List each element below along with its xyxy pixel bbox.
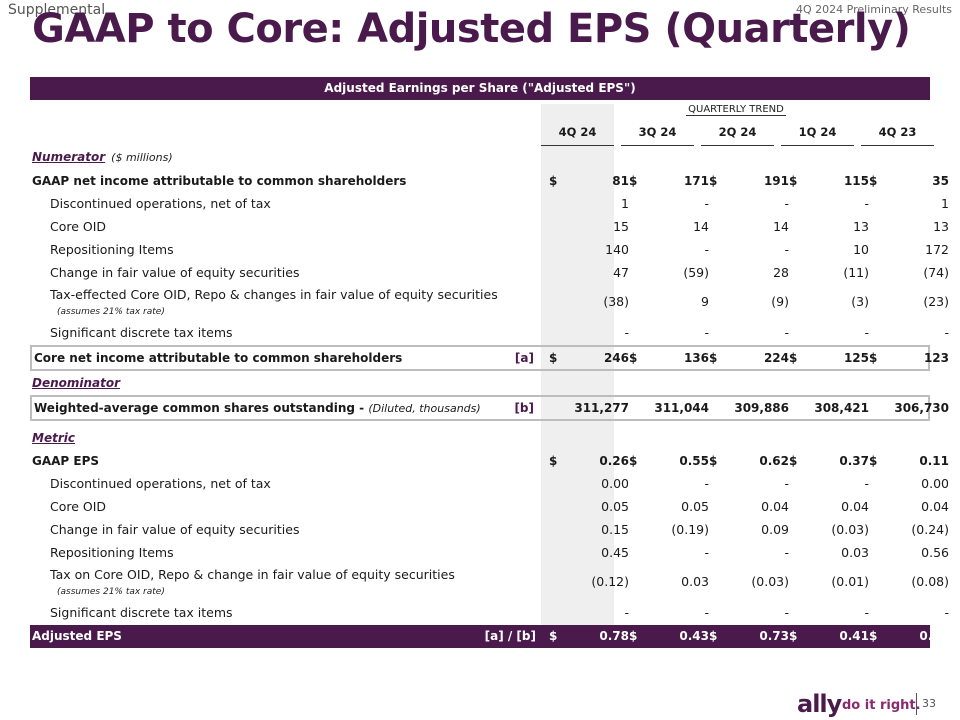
ally-logo: ally (797, 690, 842, 718)
row-label: Core OID (50, 499, 107, 514)
column-header: 1Q 24 (781, 124, 854, 146)
current-quarter-shade (541, 104, 614, 644)
table-row: GAAP net income attributable to common s… (30, 170, 949, 192)
report-name: 4Q 2024 Preliminary Results (796, 3, 952, 16)
row-label: Core net income attributable to common s… (34, 351, 403, 365)
table-row: Repositioning Items 0.45 - - 0.03 0.56 (30, 542, 949, 564)
row-tag: [a] (514, 351, 534, 365)
page-title: GAAP to Core: Adjusted EPS (Quarterly) (32, 6, 911, 52)
table-row: Tax on Core OID, Repo & change in fair v… (30, 564, 930, 586)
table-row: Discontinued operations, net of tax 1 - … (30, 193, 949, 215)
denominator-heading: Denominator (32, 376, 121, 390)
table-row: Discontinued operations, net of tax 0.00… (30, 473, 949, 495)
table-banner: Adjusted Earnings per Share ("Adjusted E… (30, 77, 930, 100)
row-label: Weighted-average common shares outstandi… (34, 401, 481, 415)
table-row: Tax-effected Core OID, Repo & changes in… (30, 284, 930, 306)
column-header: 4Q 23 (861, 124, 934, 146)
row-label: Significant discrete tax items (50, 605, 233, 620)
row-label: Tax on Core OID, Repo & change in fair v… (50, 567, 455, 582)
row-label: Repositioning Items (50, 242, 174, 257)
column-header: 4Q 24 (541, 124, 614, 146)
row-label: Tax-effected Core OID, Repo & changes in… (50, 287, 498, 302)
row-label: Change in fair value of equity securitie… (50, 265, 300, 280)
table-row: Change in fair value of equity securitie… (30, 519, 949, 541)
trend-label: QUARTERLY TREND (686, 104, 786, 116)
row-tag: [a] / [b] (484, 629, 536, 643)
table-row: Core OID 15 14 14 13 13 (30, 216, 949, 238)
row-label: GAAP EPS (32, 454, 100, 468)
section-kicker: Supplemental (8, 2, 106, 18)
row-tag: [b] (514, 401, 534, 415)
row-label: Adjusted EPS (32, 629, 122, 643)
row-label: Discontinued operations, net of tax (50, 196, 271, 211)
table-row: Repositioning Items 140 - - 10 172 (30, 239, 949, 261)
tagline: do it right. (842, 698, 921, 713)
weighted-shares-row: Weighted-average common shares outstandi… (30, 395, 949, 421)
row-label: Repositioning Items (50, 545, 174, 560)
table-row-values: (38) 9 (9) (3) (23) (603, 294, 949, 309)
tax-rate-note: (assumes 21% tax rate) (57, 587, 165, 597)
adjusted-eps-row: Adjusted EPS [a] / [b] $0.78 $0.43 $0.73… (30, 625, 949, 648)
table-row: Core OID 0.05 0.05 0.04 0.04 0.04 (30, 496, 949, 518)
row-label: Core OID (50, 219, 107, 234)
row-label: Discontinued operations, net of tax (50, 476, 271, 491)
row-label: Change in fair value of equity securitie… (50, 522, 300, 537)
metric-heading: Metric (32, 431, 75, 445)
row-label: GAAP net income attributable to common s… (32, 174, 407, 188)
column-header: 2Q 24 (701, 124, 774, 146)
table-row: Change in fair value of equity securitie… (30, 262, 949, 284)
table-row: Significant discrete tax items - - - - - (30, 322, 949, 344)
column-header: 3Q 24 (621, 124, 694, 146)
row-label: Significant discrete tax items (50, 325, 233, 340)
table-row-values: (0.12) 0.03 (0.03) (0.01) (0.08) (591, 574, 949, 589)
numerator-heading: Numerator ($ millions) (32, 150, 173, 164)
footer-divider (916, 693, 917, 715)
page-number: 33 (922, 697, 936, 710)
table-row: Significant discrete tax items - - - - - (30, 602, 949, 624)
table-row: GAAP EPS $0.26 $0.55 $0.62 $0.37 $0.11 (30, 450, 949, 472)
tax-rate-note: (assumes 21% tax rate) (57, 307, 165, 317)
core-net-income-row: Core net income attributable to common s… (30, 345, 949, 371)
